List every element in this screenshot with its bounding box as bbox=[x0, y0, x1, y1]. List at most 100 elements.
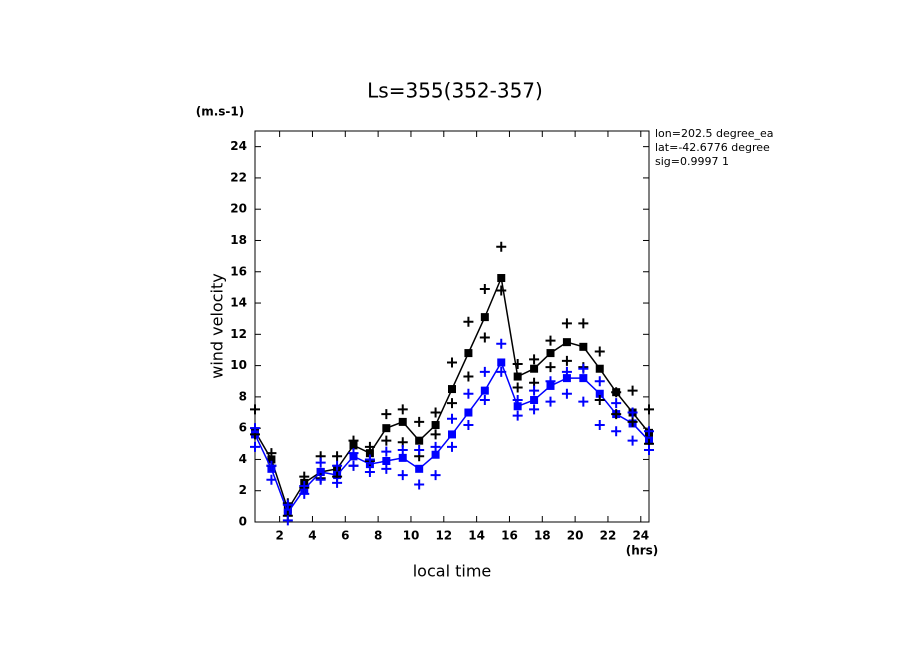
plus-marker bbox=[397, 404, 408, 415]
plus-marker bbox=[627, 385, 638, 396]
plus-marker bbox=[644, 445, 654, 456]
plus-marker bbox=[447, 398, 457, 409]
annotation: lon=202.5 degree_ea bbox=[655, 127, 774, 140]
plus-marker bbox=[414, 445, 425, 456]
x-tick-label: 18 bbox=[534, 529, 551, 543]
series-line bbox=[254, 275, 650, 512]
plus-marker bbox=[381, 463, 392, 474]
plus-marker bbox=[529, 404, 540, 415]
plus-marker bbox=[496, 285, 507, 296]
plus-marker bbox=[496, 338, 507, 349]
plus-marker bbox=[561, 366, 572, 377]
x-tick-label: 2 bbox=[275, 529, 283, 543]
y-axis-label: wind velocity bbox=[208, 273, 227, 378]
plus-marker bbox=[496, 241, 507, 252]
plus-marker bbox=[594, 346, 605, 357]
y-tick-label: 6 bbox=[239, 421, 247, 435]
x-tick-label: 4 bbox=[308, 529, 316, 543]
plus-marker bbox=[578, 396, 589, 407]
square-marker bbox=[365, 449, 374, 458]
plus-marker bbox=[627, 416, 638, 427]
plus-marker bbox=[611, 409, 622, 420]
plus-marker bbox=[512, 382, 523, 393]
plus-marker bbox=[381, 409, 392, 420]
plus-marker bbox=[578, 318, 589, 329]
square-marker bbox=[382, 457, 391, 466]
square-marker bbox=[431, 450, 440, 459]
square-marker bbox=[398, 453, 407, 462]
plus-marker bbox=[430, 441, 441, 452]
plus-marker bbox=[348, 435, 359, 446]
y-tick-label: 10 bbox=[230, 358, 247, 372]
x-tick-label: 20 bbox=[567, 529, 584, 543]
square-marker bbox=[382, 424, 391, 433]
plus-marker bbox=[266, 460, 277, 471]
square-marker bbox=[267, 455, 276, 464]
y-unit: (m.s-1) bbox=[196, 105, 245, 119]
plus-marker bbox=[479, 283, 490, 294]
plus-marker bbox=[545, 396, 556, 407]
plus-marker bbox=[644, 404, 654, 415]
x-tick-label: 6 bbox=[341, 529, 349, 543]
plus-marker bbox=[315, 474, 326, 485]
plus-marker bbox=[496, 366, 507, 377]
plus-marker bbox=[545, 335, 556, 346]
plus-marker bbox=[299, 488, 310, 499]
y-tick-label: 4 bbox=[239, 452, 247, 466]
y-tick-label: 8 bbox=[239, 389, 247, 403]
plus-marker bbox=[644, 426, 654, 437]
y-tick-label: 12 bbox=[230, 327, 247, 341]
square-marker bbox=[415, 436, 424, 445]
y-tick-label: 24 bbox=[230, 139, 247, 153]
plus-marker bbox=[512, 359, 523, 370]
square-marker bbox=[595, 389, 604, 398]
square-marker bbox=[415, 464, 424, 473]
square-marker bbox=[464, 408, 473, 417]
plus-marker bbox=[545, 376, 556, 387]
y-tick-label: 18 bbox=[230, 233, 247, 247]
plus-marker bbox=[364, 441, 375, 452]
x-tick-label: 24 bbox=[632, 529, 649, 543]
square-marker bbox=[579, 374, 588, 383]
plus-marker bbox=[315, 457, 326, 468]
plus-marker bbox=[479, 332, 490, 343]
annotations: lon=202.5 degree_ea lat=-42.6776 degree … bbox=[655, 127, 774, 168]
plus-marker bbox=[364, 466, 375, 477]
plus-marker bbox=[463, 316, 474, 327]
plus-marker bbox=[381, 446, 392, 457]
x-tick-label: 14 bbox=[468, 529, 485, 543]
annotation: sig=0.9997 1 bbox=[655, 155, 729, 168]
plus-marker bbox=[282, 515, 293, 526]
y-tick-label: 22 bbox=[230, 170, 247, 184]
square-marker bbox=[530, 396, 539, 405]
square-marker bbox=[480, 313, 489, 322]
plus-marker bbox=[250, 404, 260, 415]
plus-marker bbox=[332, 477, 343, 488]
plus-marker bbox=[463, 388, 474, 399]
plus-marker bbox=[414, 416, 425, 427]
plus-marker bbox=[397, 470, 408, 481]
square-marker bbox=[530, 364, 539, 373]
x-tick-label: 10 bbox=[403, 529, 420, 543]
x-tick-label: 22 bbox=[600, 529, 617, 543]
square-marker bbox=[316, 467, 325, 476]
square-marker bbox=[513, 402, 522, 411]
plus-marker bbox=[594, 420, 605, 431]
plus-marker bbox=[332, 451, 343, 462]
plus-marker bbox=[479, 395, 490, 406]
plus-marker bbox=[364, 454, 375, 465]
plus-marker bbox=[561, 318, 572, 329]
square-marker bbox=[595, 364, 604, 373]
plus-marker bbox=[512, 395, 523, 406]
plus-marker bbox=[430, 470, 441, 481]
plus-marker bbox=[578, 363, 589, 374]
plus-marker bbox=[332, 460, 343, 471]
plus-marker bbox=[545, 362, 556, 373]
x-tick-label: 8 bbox=[374, 529, 382, 543]
plus-marker bbox=[512, 410, 523, 421]
plus-marker bbox=[463, 420, 474, 431]
plus-marker bbox=[611, 387, 622, 398]
square-marker bbox=[497, 358, 506, 367]
plus-marker bbox=[447, 441, 457, 452]
